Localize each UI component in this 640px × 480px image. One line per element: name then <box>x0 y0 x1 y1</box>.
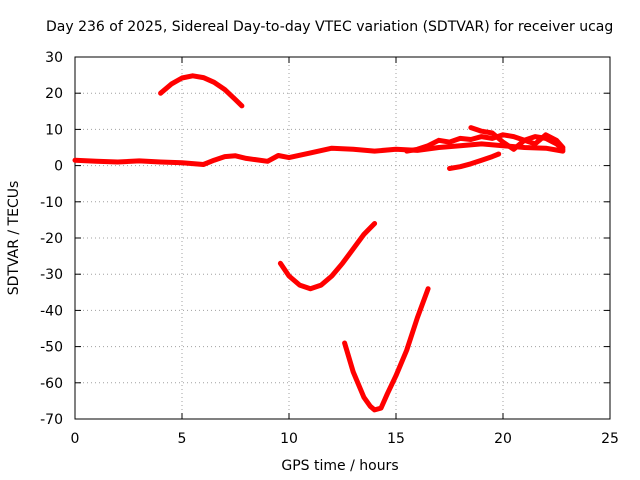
y-tick-label: 20 <box>45 86 63 102</box>
x-axis-label: GPS time / hours <box>281 458 398 474</box>
y-tick-label: -20 <box>40 231 63 247</box>
series-arc-2 <box>72 141 566 167</box>
y-axis-label: SDTVAR / TECUs <box>6 181 22 296</box>
y-tick-label: 0 <box>54 159 63 175</box>
y-tick-label: -60 <box>40 376 63 392</box>
x-tick-label: 25 <box>601 431 619 447</box>
series-arc-5 <box>447 151 502 171</box>
x-tick-label: 10 <box>280 431 298 447</box>
y-tick-label: -70 <box>40 412 63 428</box>
x-tick-label: 0 <box>71 431 80 447</box>
y-tick-label: 10 <box>45 122 63 138</box>
series-arc-7 <box>342 286 431 413</box>
x-tick-label: 15 <box>387 431 405 447</box>
series-arc-1 <box>158 73 245 109</box>
y-tick-label: -10 <box>40 195 63 211</box>
x-axis: 0 5 10 15 20 25 <box>71 57 619 447</box>
y-axis: -70 -60 -50 -40 -30 -20 -10 0 10 20 30 <box>40 50 610 428</box>
y-tick-label: 30 <box>45 50 63 66</box>
plot-area <box>72 73 566 413</box>
y-tick-label: -30 <box>40 267 63 283</box>
series-arc-4 <box>468 125 566 152</box>
x-tick-label: 20 <box>494 431 512 447</box>
x-tick-label: 5 <box>178 431 187 447</box>
chart-title: Day 236 of 2025, Sidereal Day-to-day VTE… <box>46 19 613 35</box>
y-tick-label: -40 <box>40 303 63 319</box>
y-tick-label: -50 <box>40 340 63 356</box>
grid-lines <box>75 57 610 419</box>
series-arc-6 <box>277 221 378 292</box>
